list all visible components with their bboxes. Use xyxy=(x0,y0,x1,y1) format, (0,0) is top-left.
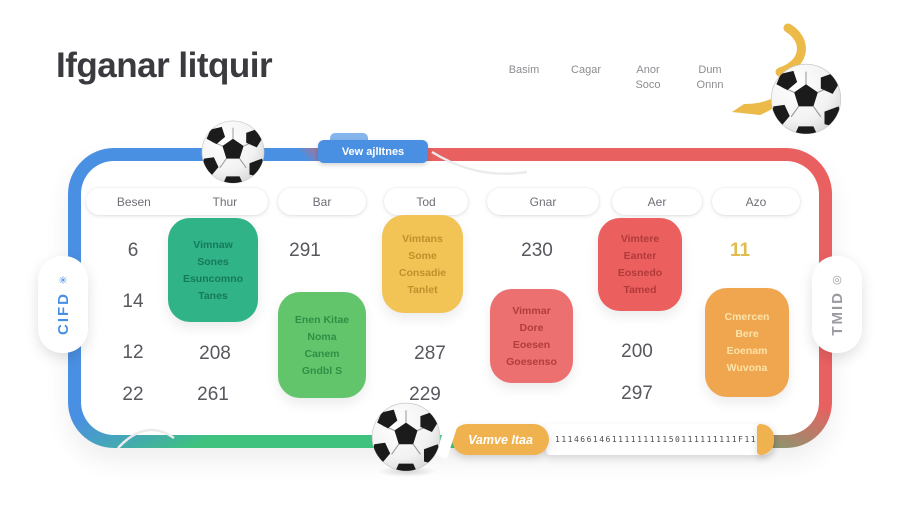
cell-aer-r4: 297 xyxy=(621,383,653,404)
cell-bar-r1: 291 xyxy=(289,240,321,261)
cell-azo-r1: 11 xyxy=(729,240,751,261)
card-line: Tanlet xyxy=(407,283,438,296)
circle-icon: ◎ xyxy=(832,274,842,287)
footer-end-cap xyxy=(757,424,774,455)
event-card-gnar[interactable]: Vimmar Dore Eoesen Goesenso xyxy=(490,289,573,383)
soccer-ball-top-right xyxy=(769,62,843,136)
card-line: Bere xyxy=(735,328,759,340)
nav-item-4[interactable]: Dum Onnn xyxy=(691,64,729,92)
top-nav: Basim Cagar Anor Soco Dum Onnn xyxy=(505,64,729,92)
card-line: Gndbl S xyxy=(301,364,343,377)
event-card-aer[interactable]: Vimtere Eanter Eosnedo Tamed xyxy=(598,218,682,311)
cell-besen-r2: 14 xyxy=(122,291,144,312)
nav-item-label: Anor xyxy=(636,64,660,76)
card-line: Wuvona xyxy=(726,362,768,374)
footer-tick-ruler: 11146614611111111150111111111F1171 xyxy=(546,424,773,455)
card-line: Tanes xyxy=(198,289,228,302)
card-line: Sones xyxy=(197,255,229,268)
column-header-azo[interactable]: Azo xyxy=(712,188,800,215)
card-line: Goesenso xyxy=(506,355,557,368)
card-line: Eosnedo xyxy=(617,267,663,279)
column-header-besen: Besen xyxy=(116,194,151,209)
left-badge-label: CIFD xyxy=(54,292,72,335)
right-side-badge[interactable]: ◎ TMID xyxy=(812,256,862,353)
nav-item-1[interactable]: Basim xyxy=(505,64,543,92)
nav-item-sub: Soco xyxy=(635,79,661,91)
gear-icon: ✳ xyxy=(58,275,68,287)
column-header-group-besen-thur[interactable]: Besen Thur xyxy=(86,188,268,215)
nav-item-label: Cagar xyxy=(571,64,601,76)
cell-tod-r4: 229 xyxy=(409,384,441,405)
page-title: Ifganar litquir xyxy=(56,46,273,85)
nav-item-3[interactable]: Anor Soco xyxy=(629,64,667,92)
event-card-azo[interactable]: Cmercen Bere Eoenam Wuvona xyxy=(705,288,789,397)
left-side-badge[interactable]: ✳ CIFD xyxy=(38,256,88,353)
event-card-tod[interactable]: Vimtans Some Consadie Tanlet xyxy=(382,215,463,313)
nav-item-sub: Onnn xyxy=(696,79,724,91)
column-header-thur: Thur xyxy=(212,194,238,209)
ball-shadow xyxy=(377,466,437,477)
cell-thur-r4: 261 xyxy=(197,384,229,405)
column-header-gnar[interactable]: Gnar xyxy=(487,188,599,215)
soccer-ball-bottom xyxy=(370,401,442,473)
card-line: Eoenam xyxy=(726,345,768,357)
card-line: Canem xyxy=(304,347,340,360)
event-card-bar[interactable]: Enen Kitae Noma Canem Gndbl S xyxy=(278,292,366,398)
card-line: Tamed xyxy=(623,284,657,296)
card-line: Vimmar xyxy=(512,304,551,317)
card-line: Some xyxy=(408,249,437,262)
card-line: Eoesen xyxy=(512,338,551,351)
right-badge-label: TMID xyxy=(828,291,846,336)
footer-pill-button[interactable]: Vamve Itaa xyxy=(452,424,549,455)
card-line: Noma xyxy=(307,330,337,343)
nav-item-label: Dum xyxy=(698,64,722,76)
card-line: Cmercen xyxy=(724,311,770,323)
cell-besen-r1: 6 xyxy=(127,240,139,261)
cell-besen-r4: 22 xyxy=(122,384,144,405)
column-header-tod[interactable]: Tod xyxy=(384,188,468,215)
card-line: Eanter xyxy=(623,250,657,262)
card-line: Vimtans xyxy=(402,232,443,245)
event-card-thur[interactable]: Vimnaw Sones Esuncomno Tanes xyxy=(168,218,258,322)
card-line: Dore xyxy=(519,321,544,334)
soccer-ball-top-left xyxy=(200,119,266,185)
column-header-bar[interactable]: Bar xyxy=(278,188,366,215)
column-header-aer[interactable]: Aer xyxy=(612,188,702,215)
card-line: Vimnaw xyxy=(193,238,233,251)
card-line: Enen Kitae xyxy=(294,313,350,326)
nav-item-label: Basim xyxy=(508,64,540,76)
cell-thur-r3: 208 xyxy=(199,343,231,364)
cell-gnar-r1: 230 xyxy=(521,240,553,261)
card-line: Consadie xyxy=(398,266,447,279)
cell-besen-r3: 12 xyxy=(122,342,144,363)
cell-aer-r3: 200 xyxy=(621,341,653,362)
view-tab[interactable]: Vew ajlItnes xyxy=(318,140,428,163)
card-line: Vimtere xyxy=(620,233,660,245)
cell-tod-r3: 287 xyxy=(414,343,446,364)
card-line: Esuncomno xyxy=(182,272,244,285)
nav-item-2[interactable]: Cagar xyxy=(567,64,605,92)
